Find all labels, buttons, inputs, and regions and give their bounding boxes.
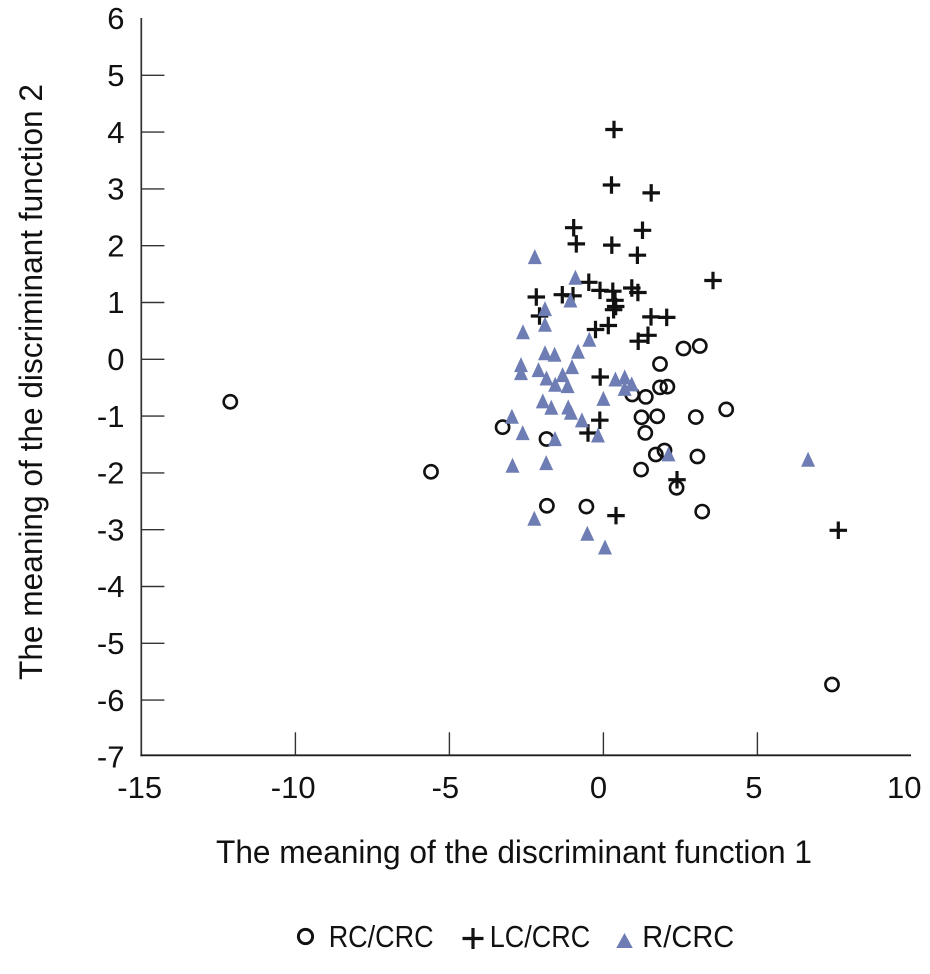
svg-text:RC/CRC: RC/CRC — [329, 919, 434, 954]
svg-text:LC/CRC: LC/CRC — [490, 919, 591, 954]
svg-text:-15: -15 — [117, 770, 162, 805]
svg-text:-1: -1 — [97, 399, 125, 434]
svg-text:-2: -2 — [97, 456, 125, 491]
svg-text:-7: -7 — [97, 740, 125, 775]
svg-text:5: 5 — [107, 58, 124, 93]
svg-text:1: 1 — [107, 285, 124, 320]
svg-text:-3: -3 — [97, 512, 125, 547]
svg-text:0: 0 — [590, 770, 607, 805]
svg-text:5: 5 — [745, 770, 762, 805]
svg-text:The meaning of the discriminan: The meaning of the discriminant function… — [216, 834, 812, 870]
svg-text:The meaning of the discriminan: The meaning of the discriminant function… — [13, 84, 49, 680]
svg-text:2: 2 — [107, 228, 124, 263]
svg-text:R/CRC: R/CRC — [642, 919, 734, 954]
svg-text:3: 3 — [107, 172, 124, 207]
svg-text:0: 0 — [107, 342, 124, 377]
svg-text:-10: -10 — [271, 770, 316, 805]
svg-text:6: 6 — [107, 1, 124, 36]
svg-text:-4: -4 — [97, 569, 125, 604]
svg-text:-6: -6 — [97, 683, 125, 718]
svg-text:10: 10 — [887, 770, 921, 805]
svg-text:4: 4 — [107, 115, 124, 150]
svg-text:-5: -5 — [97, 626, 125, 661]
svg-text:-5: -5 — [432, 770, 460, 805]
